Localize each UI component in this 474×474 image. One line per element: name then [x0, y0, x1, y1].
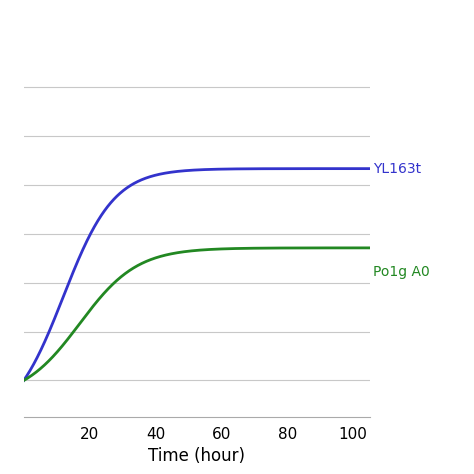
X-axis label: Time (hour): Time (hour) — [148, 447, 245, 465]
Text: YL163t: YL163t — [373, 162, 421, 176]
Text: Po1g A0: Po1g A0 — [373, 265, 430, 279]
